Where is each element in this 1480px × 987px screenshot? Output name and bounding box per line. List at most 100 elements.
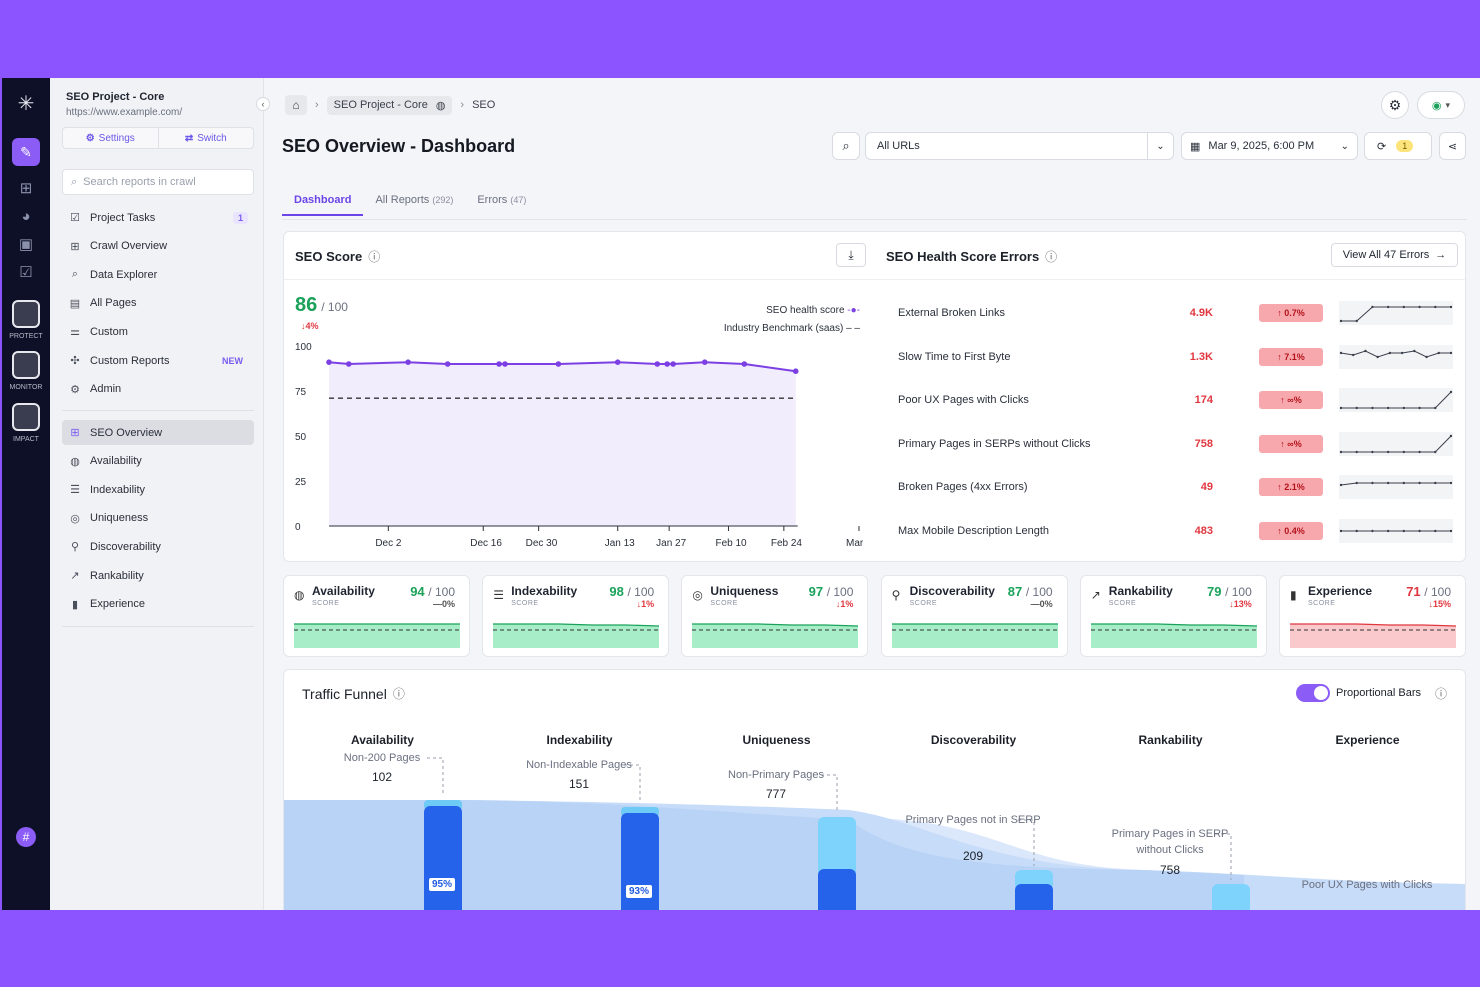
funnel-stage-label: Non-200 Pages	[343, 752, 421, 764]
collapse-sidebar-button[interactable]: ‹	[256, 97, 270, 111]
project-url: https://www.example.com/	[66, 107, 183, 118]
funnel-title: Traffic Funnel	[302, 685, 387, 702]
sidebar-item-custom-reports[interactable]: ✣ Custom Reports NEW	[62, 348, 254, 373]
score-card-name: Discoverability	[909, 584, 995, 598]
sidebar-item-discoverability[interactable]: ⚲ Discoverability	[62, 534, 254, 559]
settings-gear-button[interactable]: ⚙	[1381, 91, 1409, 119]
help-icon[interactable]: #	[16, 827, 36, 847]
pie-icon[interactable]: ◕	[21, 207, 31, 225]
error-sparkline	[1339, 475, 1453, 499]
switch-button[interactable]: ⇄ Switch	[159, 128, 254, 148]
error-row[interactable]: Slow Time to First Byte 1.3K ↑ 7.1%	[898, 342, 1458, 372]
sidebar-item-project-tasks[interactable]: ☑ Project Tasks 1	[62, 205, 254, 230]
error-sparkline	[1339, 301, 1453, 325]
tab-errors[interactable]: Errors (47)	[465, 190, 538, 216]
clipboard-icon[interactable]: ▣	[18, 236, 34, 253]
error-row[interactable]: Broken Pages (4xx Errors) 49 ↑ 2.1%	[898, 472, 1458, 502]
health-score-point	[555, 361, 562, 367]
gear-icon: ⚙	[1388, 96, 1402, 113]
logo-icon[interactable]: ✳	[17, 92, 35, 115]
sidebar-item-crawl-overview[interactable]: ⊞ Crawl Overview	[62, 234, 254, 259]
proportional-bars-toggle[interactable]: Proportional Bars ⓘ	[1296, 684, 1447, 702]
score-card-indexability[interactable]: ☰ Indexability SCORE 98 / 100 ↓1%	[482, 575, 670, 657]
chevron-down-icon: ▾	[1445, 99, 1451, 110]
tab-count: (47)	[510, 195, 527, 205]
score-card-sub: SCORE	[511, 600, 539, 607]
score-card-delta: ↓13%	[1229, 599, 1252, 609]
score-card-score: 98 / 100	[609, 584, 654, 599]
user-menu-button[interactable]: ◉ ▾	[1417, 91, 1465, 119]
info-icon[interactable]: ⓘ	[368, 250, 381, 264]
error-row[interactable]: Poor UX Pages with Clicks 174 ↑ ∞%	[898, 385, 1458, 415]
chevron-down-icon: ⌄	[1147, 133, 1173, 159]
error-sparkline	[1339, 518, 1453, 543]
breadcrumb-project[interactable]: SEO Project - Core ◍	[326, 95, 453, 115]
impact-label: IMPACT	[13, 436, 39, 443]
seo-score-delta: 4%	[305, 321, 319, 331]
date-picker[interactable]: ▦ Mar 9, 2025, 6:00 PM ⌄	[1181, 132, 1358, 160]
project-title: SEO Project - Core	[66, 91, 165, 103]
error-row[interactable]: Max Mobile Description Length 483 ↑ 0.4%	[898, 516, 1458, 546]
download-button[interactable]: ⤓	[836, 243, 866, 267]
settings-button[interactable]: ⚙ Settings	[63, 128, 159, 148]
puzzle-icon: ✣	[70, 355, 80, 367]
globe-icon: ◍	[70, 455, 80, 468]
score-card-score: 94 / 100	[410, 584, 455, 599]
score-card-uniqueness[interactable]: ◎ Uniqueness SCORE 97 / 100 ↓1%	[681, 575, 869, 657]
sidebar-item-all-pages[interactable]: ▤ All Pages	[62, 291, 254, 316]
health-score-point	[614, 359, 621, 365]
info-icon[interactable]: ⓘ	[1435, 686, 1448, 701]
view-all-errors-label: View All 47 Errors	[1342, 249, 1430, 261]
search-button[interactable]: ⌕	[832, 132, 860, 160]
score-card-availability[interactable]: ◍ Availability SCORE 94 / 100 —0%	[283, 575, 470, 657]
funnel-stage-value: 777	[765, 787, 787, 801]
protect-icon[interactable]	[12, 300, 40, 328]
health-score-point	[701, 359, 708, 365]
share-button[interactable]: ⋖	[1439, 132, 1466, 160]
bars-icon: ▮	[71, 598, 79, 611]
score-card-delta: —0%	[1030, 599, 1053, 609]
card-divider	[284, 279, 1467, 280]
sidebar-item-rankability[interactable]: ↗ Rankability	[62, 563, 254, 588]
sidebar-item-admin[interactable]: ⚙ Admin	[62, 377, 254, 402]
score-card-sub: SCORE	[909, 600, 937, 607]
arrow-down-icon: ↓	[301, 321, 306, 331]
error-row[interactable]: Primary Pages in SERPs without Clicks 758…	[898, 429, 1458, 459]
sidebar-item-seo-overview[interactable]: ⊞ SEO Overview	[62, 420, 254, 445]
score-card-name: Experience	[1308, 584, 1373, 598]
monitor-icon[interactable]	[12, 351, 40, 379]
sidebar-item-indexability[interactable]: ☰ Indexability	[62, 477, 254, 502]
task-icon[interactable]: ☑	[19, 264, 33, 281]
refresh-button[interactable]: ⟳ 1	[1364, 132, 1432, 160]
impact-icon[interactable]	[12, 403, 40, 431]
sidebar-item-availability[interactable]: ◍ Availability	[62, 449, 254, 474]
error-change-badge: ↑ 0.7%	[1259, 304, 1323, 322]
score-card-experience[interactable]: ▮ Experience SCORE 71 / 100 ↓15%	[1279, 575, 1466, 657]
health-score-point	[444, 361, 451, 367]
search-icon: ⌕	[71, 175, 78, 188]
info-icon[interactable]: ⓘ	[1045, 250, 1058, 264]
sidebar-item-experience[interactable]: ▮ Experience	[62, 592, 254, 617]
tab-all-reports[interactable]: All Reports (292)	[363, 190, 465, 216]
seo-app-icon[interactable]: ✎	[12, 138, 40, 166]
error-row[interactable]: External Broken Links 4.9K ↑ 0.7%	[898, 298, 1458, 328]
info-icon[interactable]: ⓘ	[392, 687, 405, 701]
app-rail: ✳ ✎ ⊞ ◕ ▣ ☑ PROTECT MONITOR IMPACT #	[2, 78, 50, 910]
toggle-switch[interactable]	[1296, 684, 1330, 702]
tab-dashboard[interactable]: Dashboard	[282, 190, 364, 216]
trend-icon: ↗	[1090, 588, 1101, 602]
sidebar-item-custom[interactable]: ⚌ Custom	[62, 319, 254, 344]
sidebar-item-label: Uniqueness	[90, 512, 149, 525]
view-all-errors-button[interactable]: View All 47 Errors →	[1331, 243, 1458, 267]
search-reports-input[interactable]: ⌕ Search reports in crawl	[62, 169, 254, 195]
sidebar-item-data-explorer[interactable]: ⌕ Data Explorer	[62, 262, 254, 287]
url-filter-select[interactable]: All URLs ⌄	[865, 132, 1174, 160]
grid-icon[interactable]: ⊞	[19, 180, 33, 197]
score-card-discoverability[interactable]: ⚲ Discoverability SCORE 87 / 100 —0%	[880, 575, 1068, 657]
home-icon[interactable]: ⌂	[285, 95, 307, 115]
legend-health-label: SEO health score	[766, 305, 845, 316]
score-card-rankability[interactable]: ↗ Rankability SCORE 79 / 100 ↓13%	[1079, 575, 1267, 657]
sidebar-item-uniqueness[interactable]: ◎ Uniqueness	[62, 506, 254, 531]
health-score-line	[328, 361, 796, 373]
sliders-icon: ⚌	[70, 326, 80, 339]
